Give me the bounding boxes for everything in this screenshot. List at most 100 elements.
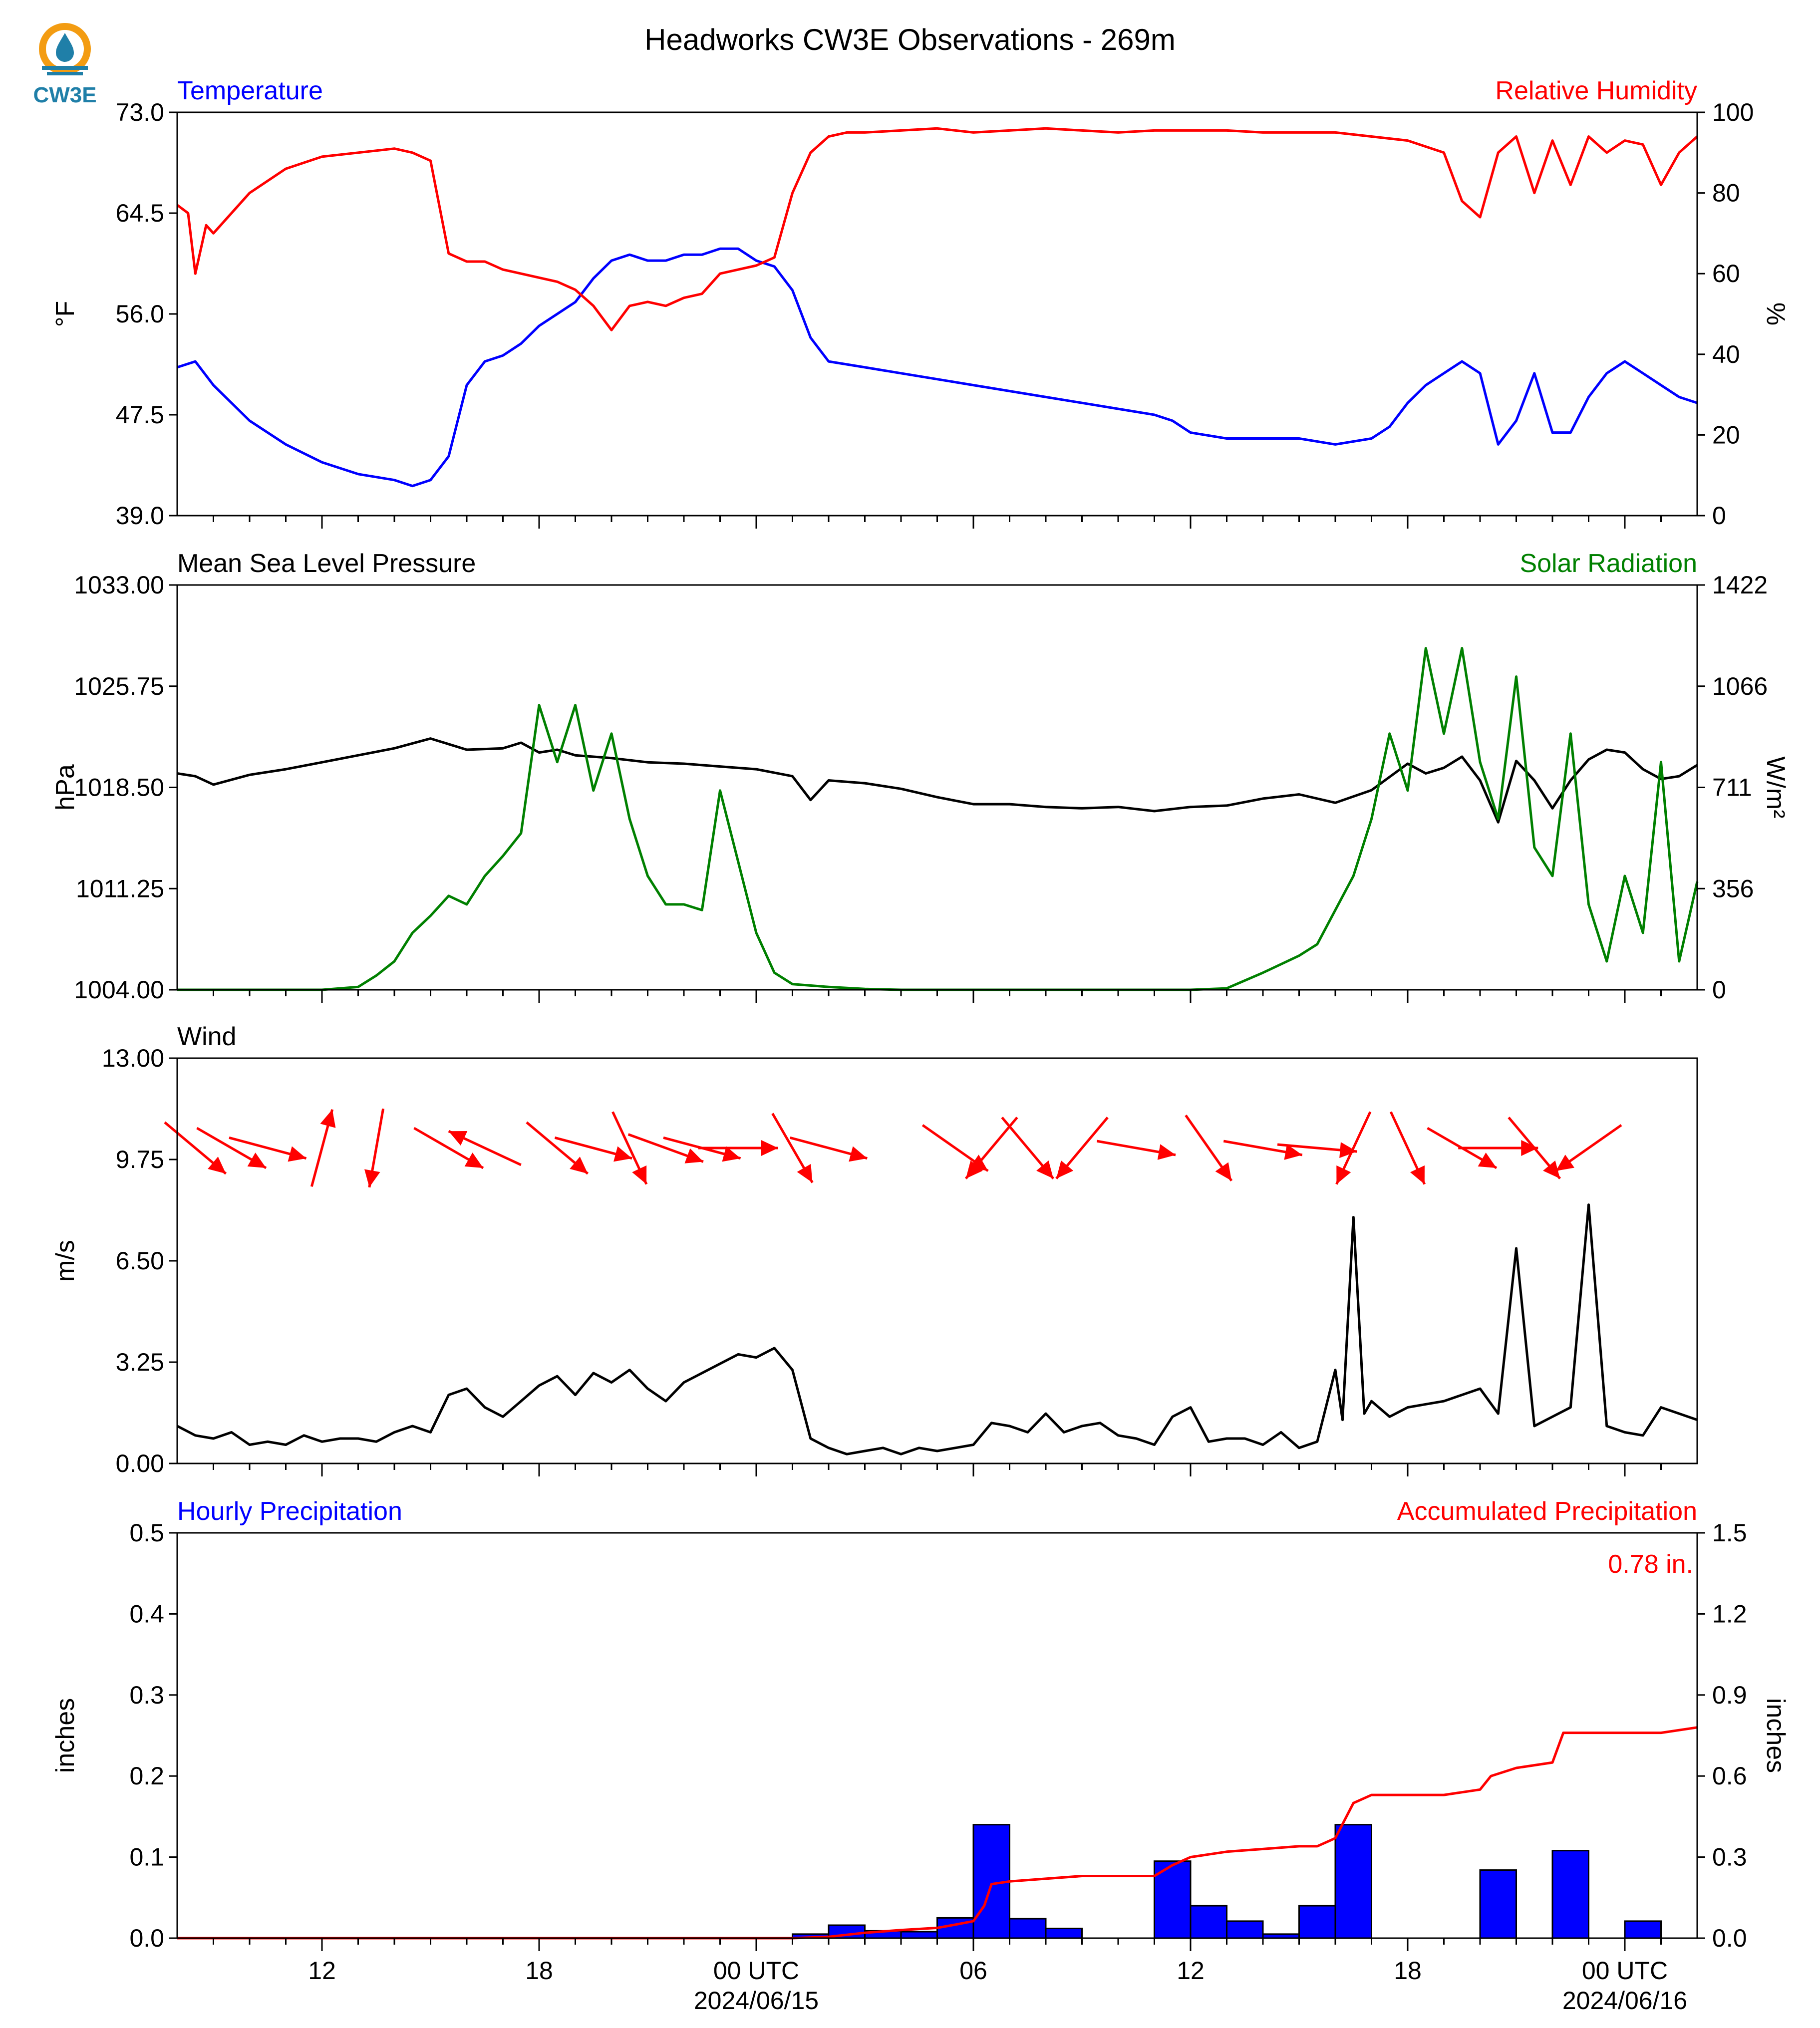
wind-arrow-head — [1339, 1142, 1357, 1158]
wind-arrow — [1055, 1117, 1109, 1179]
precip-bar — [1154, 1860, 1192, 1939]
wind-arrow-head — [1036, 1160, 1054, 1179]
y2-tick-label: 20 — [1712, 421, 1740, 449]
wind-arrow — [448, 1130, 522, 1166]
logo-text: CW3E — [33, 83, 97, 107]
y2-tick-label: 0.9 — [1712, 1681, 1747, 1709]
precip-bar — [1009, 1918, 1047, 1939]
y-tick-label: 47.5 — [116, 401, 164, 429]
wind-arrow-head — [1284, 1144, 1302, 1160]
wind-arrow — [627, 1133, 704, 1163]
y2-tick-label: 1.2 — [1712, 1600, 1747, 1628]
wind-arrow — [229, 1136, 307, 1162]
series-line-2 — [176, 127, 1698, 331]
y-tick-label: 0.5 — [129, 1519, 164, 1547]
wind-arrow-head — [613, 1146, 632, 1162]
wind-arrow-head — [1555, 1155, 1574, 1171]
y-axis-label: hPa — [51, 764, 80, 811]
cw3e-logo: CW3E — [30, 18, 100, 108]
wind-arrow — [526, 1121, 589, 1175]
x-tick-label: 06 — [959, 1957, 987, 1985]
wind-arrow-head — [247, 1153, 267, 1168]
precip-bar — [1190, 1905, 1227, 1939]
wind-arrow-head — [1056, 1160, 1074, 1179]
y-tick-label: 0.4 — [129, 1600, 164, 1628]
wind-arrow — [554, 1136, 632, 1162]
wind-arrow — [1097, 1140, 1176, 1160]
panel-3: 0.00 3.25 6.50 9.75 13.00 Wind m/s — [51, 1022, 1698, 1477]
y-tick-label: 1018.50 — [74, 774, 164, 802]
y2-tick-label: 1066 — [1712, 672, 1768, 700]
wind-arrow-head — [849, 1146, 868, 1162]
y-tick-label: 0.1 — [129, 1843, 164, 1871]
wind-arrow-head — [1410, 1165, 1425, 1184]
wind-arrow — [1335, 1111, 1372, 1185]
y-tick-label: 9.75 — [116, 1146, 164, 1173]
wind-arrow — [771, 1113, 814, 1183]
wind-arrow-head — [570, 1157, 588, 1174]
y-tick-label: 0.2 — [129, 1762, 164, 1790]
wind-arrow — [1277, 1142, 1357, 1158]
x-tick-label: 18 — [1394, 1957, 1422, 1985]
x-tick-date: 2024/06/16 — [1562, 1987, 1687, 2015]
y2-axis-label: inches — [1761, 1698, 1790, 1773]
precip-bar — [1045, 1928, 1083, 1939]
y2-tick-label: 0 — [1712, 502, 1726, 530]
cw3e-droplet-icon — [39, 23, 91, 75]
wind-arrow-head — [632, 1165, 647, 1184]
wind-arrow — [310, 1109, 336, 1187]
wind-arrow — [698, 1140, 778, 1156]
panel-left-title: Temperature — [177, 76, 323, 105]
y-axis-label: m/s — [51, 1240, 80, 1282]
wind-arrow — [663, 1136, 741, 1162]
wind-arrow-head — [722, 1146, 741, 1162]
wind-arrow-head — [364, 1169, 380, 1187]
wind-arrow — [964, 1117, 1018, 1179]
wind-arrow — [1458, 1140, 1538, 1156]
wind-arrow — [1001, 1117, 1055, 1179]
x-tick-date: 2024/06/15 — [694, 1987, 819, 2015]
y2-tick-label: 0.3 — [1712, 1843, 1747, 1871]
wind-arrow-head — [965, 1160, 983, 1179]
accumulated-total-label: 0.78 in. — [1608, 1550, 1693, 1579]
wind-arrow-head — [464, 1153, 484, 1168]
y-tick-label: 64.5 — [116, 199, 164, 227]
y-tick-label: 73.0 — [116, 98, 164, 126]
y-tick-label: 0.0 — [129, 1924, 164, 1952]
precip-bar — [1479, 1869, 1517, 1939]
precip-bar — [1226, 1920, 1264, 1939]
panel-left-title: Mean Sea Level Pressure — [177, 549, 476, 578]
y2-tick-label: 1422 — [1712, 571, 1768, 599]
plot-frame — [176, 1532, 1698, 1939]
wind-arrow-head — [288, 1146, 306, 1162]
panel-left-title: Wind — [177, 1022, 236, 1051]
y2-axis-label: % — [1761, 302, 1790, 325]
y2-axis-label: W/m² — [1761, 756, 1790, 818]
series-line-1 — [177, 1726, 1698, 1940]
y-tick-label: 1033.00 — [74, 571, 164, 599]
wind-arrow-head — [1215, 1162, 1232, 1181]
wind-arrow-head — [208, 1157, 226, 1174]
wind-arrow — [1508, 1117, 1561, 1179]
series-line-2 — [177, 647, 1699, 991]
y2-tick-label: 0.6 — [1712, 1762, 1747, 1790]
x-tick-label: 00 UTC — [713, 1957, 799, 1985]
y-tick-label: 0.00 — [116, 1449, 164, 1477]
y2-tick-label: 80 — [1712, 179, 1740, 207]
wind-arrow-head — [1543, 1160, 1560, 1179]
wind-arrow-head — [797, 1163, 813, 1183]
series-line-1 — [177, 247, 1698, 488]
y2-tick-label: 0.0 — [1712, 1924, 1747, 1952]
y-tick-label: 13.00 — [102, 1044, 164, 1072]
wind-arrow — [413, 1127, 484, 1169]
y-tick-label: 6.50 — [116, 1247, 164, 1275]
wind-arrow — [364, 1108, 385, 1188]
panel-4: 0.0 0.1 0.2 0.3 0.4 0.5 0.0 0.3 0.6 0.9 1.2 1.5 12 18… — [51, 1497, 1790, 2015]
panel-left-title: Hourly Precipitation — [177, 1497, 402, 1526]
wind-arrow — [790, 1136, 868, 1162]
y2-tick-label: 1.5 — [1712, 1519, 1747, 1547]
y2-tick-label: 60 — [1712, 260, 1740, 288]
wind-arrow — [1223, 1140, 1303, 1160]
panel-right-title: Accumulated Precipitation — [1397, 1497, 1697, 1526]
panel-1: 39.0 47.5 56.0 64.5 73.0 0 20 40 60 80 100 Temperat… — [51, 76, 1790, 530]
